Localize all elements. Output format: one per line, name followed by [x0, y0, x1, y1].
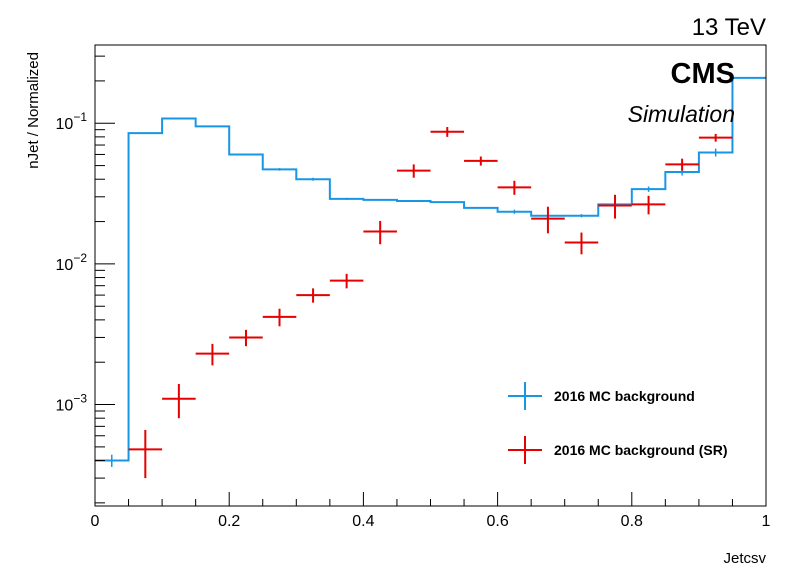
legend-entry-mc: 2016 MC background [508, 382, 695, 410]
x-tick-label: 0 [91, 513, 100, 530]
simulation-label: Simulation [628, 101, 735, 127]
x-tick-label: 0.2 [218, 513, 240, 530]
legend-entry-sr: 2016 MC background (SR) [508, 436, 727, 464]
y-tick-label: 10−3 [56, 392, 88, 415]
y-tick-label: 10−2 [56, 251, 88, 274]
x-tick-label: 0.8 [621, 513, 643, 530]
axes-layer: 0 0.2 0.4 0.6 0.8 1 10−1 10−2 10−3 [56, 55, 771, 530]
x-axis-title: Jetcsv [723, 550, 766, 567]
energy-label: 13 TeV [692, 14, 766, 41]
x-tick-label: 0.4 [352, 513, 374, 530]
y-axis-title: nJet / Normalized [25, 52, 42, 169]
legend: 2016 MC background 2016 MC background (S… [508, 382, 727, 464]
legend-label-sr: 2016 MC background (SR) [554, 442, 727, 458]
series-layer [95, 76, 766, 479]
x-tick-label: 0.6 [486, 513, 508, 530]
legend-label-mc: 2016 MC background [554, 388, 695, 404]
cms-label: CMS [671, 58, 735, 90]
x-tick-label: 1 [762, 513, 771, 530]
y-tick-label: 10−1 [56, 110, 88, 133]
mc-background-step-line [95, 76, 766, 462]
